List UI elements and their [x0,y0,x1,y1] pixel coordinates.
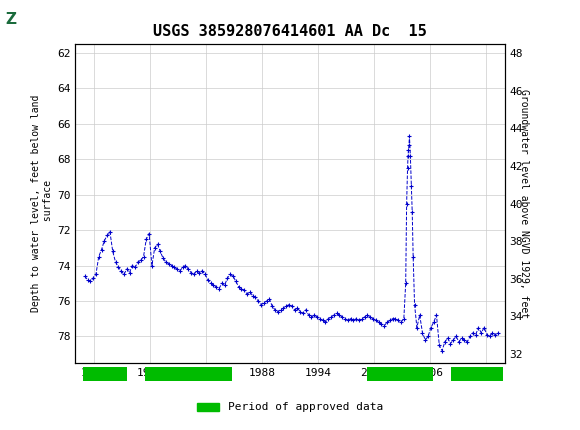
Bar [83,367,126,381]
Text: Z: Z [6,12,17,27]
Bar [451,367,503,381]
Bar [368,367,433,381]
Bar [146,367,232,381]
Y-axis label: Groundwater level above NGVD 1929, feet: Groundwater level above NGVD 1929, feet [519,89,528,318]
Title: USGS 385928076414601 AA Dc  15: USGS 385928076414601 AA Dc 15 [153,24,427,39]
Legend: Period of approved data: Period of approved data [193,398,387,417]
Text: USGS: USGS [32,12,79,27]
Bar [5,3,60,37]
Y-axis label: Depth to water level, feet below land
 surface: Depth to water level, feet below land su… [31,95,53,312]
